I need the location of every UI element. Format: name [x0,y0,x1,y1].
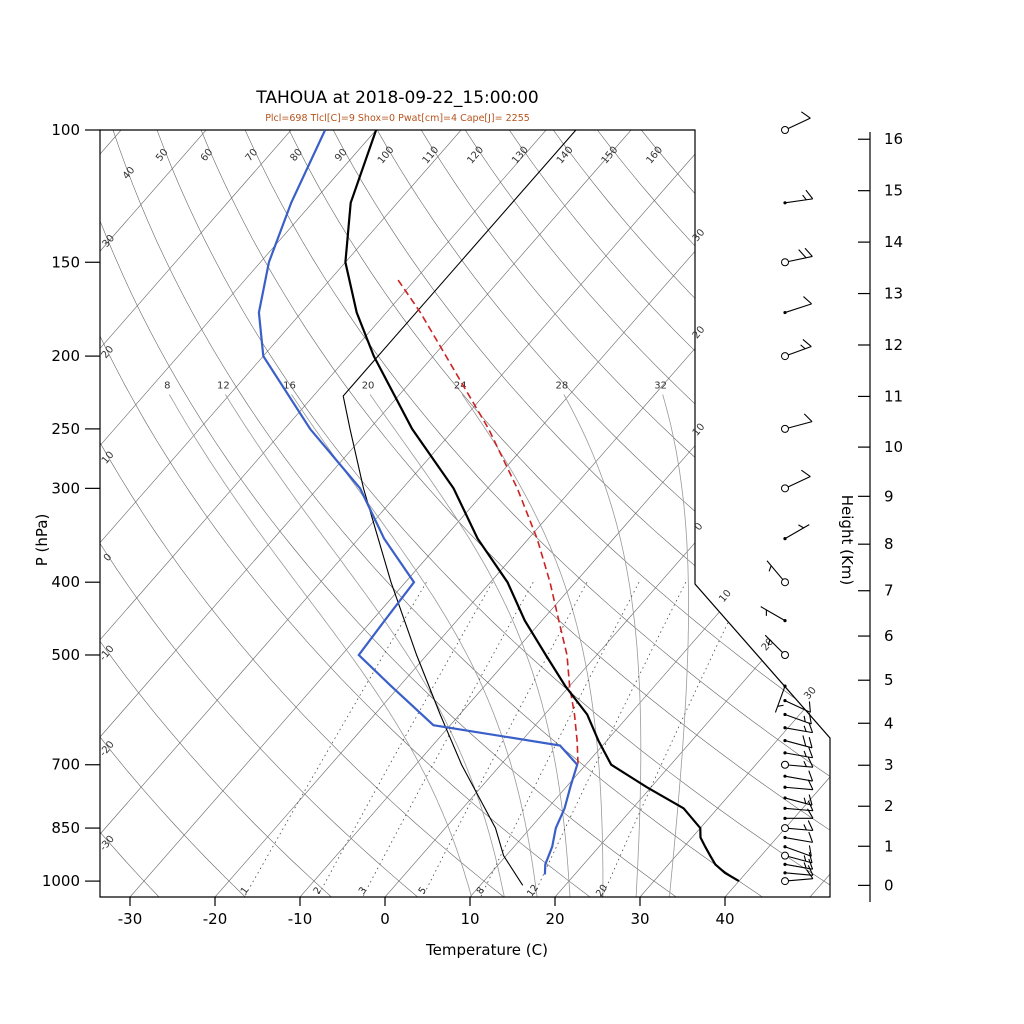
svg-text:1000: 1000 [42,872,80,890]
svg-text:500: 500 [51,646,80,664]
svg-text:4: 4 [884,714,894,732]
svg-text:12: 12 [217,381,230,392]
chart-subtitle: Plcl=698 Tlcl[C]=9 Shox=0 Pwat[cm]=4 Cap… [265,113,530,124]
svg-text:10: 10 [717,588,734,605]
svg-text:-30: -30 [98,834,117,854]
svg-text:32: 32 [654,381,667,392]
svg-text:10: 10 [100,450,117,467]
svg-text:16: 16 [884,130,903,148]
svg-text:100: 100 [376,145,397,167]
svg-text:2: 2 [884,797,894,815]
svg-text:0: 0 [102,552,115,564]
svg-text:7: 7 [884,582,894,600]
svg-text:150: 150 [51,253,80,271]
svg-text:13: 13 [884,285,903,303]
svg-text:3: 3 [884,756,894,774]
svg-text:40: 40 [121,165,138,182]
svg-text:250: 250 [51,420,80,438]
svg-text:700: 700 [51,756,80,774]
sounding-curves [257,130,740,886]
svg-text:20: 20 [545,910,564,928]
svg-text:20: 20 [362,381,375,392]
svg-text:16: 16 [283,381,296,392]
svg-text:10: 10 [460,910,479,928]
svg-text:3: 3 [357,885,369,896]
svg-text:70: 70 [244,147,261,164]
svg-text:20: 20 [100,344,117,361]
svg-text:24: 24 [454,381,467,392]
svg-text:14: 14 [884,233,903,251]
chart-title: TAHOUA at 2018-09-22_15:00:00 [256,88,539,108]
svg-text:-30: -30 [118,910,143,928]
svg-text:60: 60 [199,147,216,164]
svg-text:10: 10 [884,438,903,456]
svg-text:28: 28 [556,381,569,392]
svg-text:12: 12 [884,336,903,354]
svg-text:-20: -20 [98,739,117,759]
plot-frame [99,129,831,898]
svg-text:2: 2 [312,885,324,896]
background-moist-adiabats [168,394,689,897]
svg-text:20: 20 [691,324,708,341]
svg-text:90: 90 [333,147,350,164]
svg-text:10: 10 [691,422,708,439]
svg-text:120: 120 [465,145,486,167]
svg-text:110: 110 [421,145,442,167]
svg-text:1: 1 [239,885,251,896]
svg-text:100: 100 [51,121,80,139]
temperature-axis-label: Temperature (C) [426,941,548,959]
svg-text:0: 0 [884,876,894,894]
svg-text:8: 8 [884,535,894,553]
svg-text:6: 6 [884,627,894,645]
svg-text:30: 30 [691,227,708,244]
svg-text:40: 40 [715,910,734,928]
svg-text:130: 130 [510,145,531,167]
parcel-curve [395,276,579,764]
dewpoint-curve [257,130,579,875]
svg-text:-20: -20 [203,910,228,928]
svg-text:300: 300 [51,479,80,497]
svg-text:850: 850 [51,819,80,837]
svg-text:-10: -10 [288,910,313,928]
svg-text:15: 15 [884,182,903,200]
temperature-curve [344,130,740,883]
svg-text:11: 11 [884,387,903,405]
svg-text:0: 0 [380,910,390,928]
height-axis-label: Height (Km) [838,494,856,586]
svg-text:140: 140 [555,145,576,167]
svg-text:8: 8 [475,885,487,896]
wind-barbs [760,111,814,886]
svg-text:80: 80 [288,147,305,164]
svg-text:8: 8 [164,381,170,392]
axes [85,129,871,906]
svg-text:9: 9 [884,487,894,505]
svg-text:0: 0 [693,521,706,533]
svg-text:30: 30 [802,685,819,702]
svg-text:1: 1 [884,837,894,855]
svg-text:30: 30 [630,910,649,928]
pressure-axis-label: P (hPa) [33,513,51,567]
svg-text:5: 5 [417,885,429,896]
svg-text:50: 50 [154,147,171,164]
background-mixing-ratio-lines [244,581,748,897]
reference-curve [342,130,577,886]
svg-text:30: 30 [100,233,117,250]
svg-text:200: 200 [51,347,80,365]
svg-text:400: 400 [51,573,80,591]
svg-text:5: 5 [884,671,894,689]
